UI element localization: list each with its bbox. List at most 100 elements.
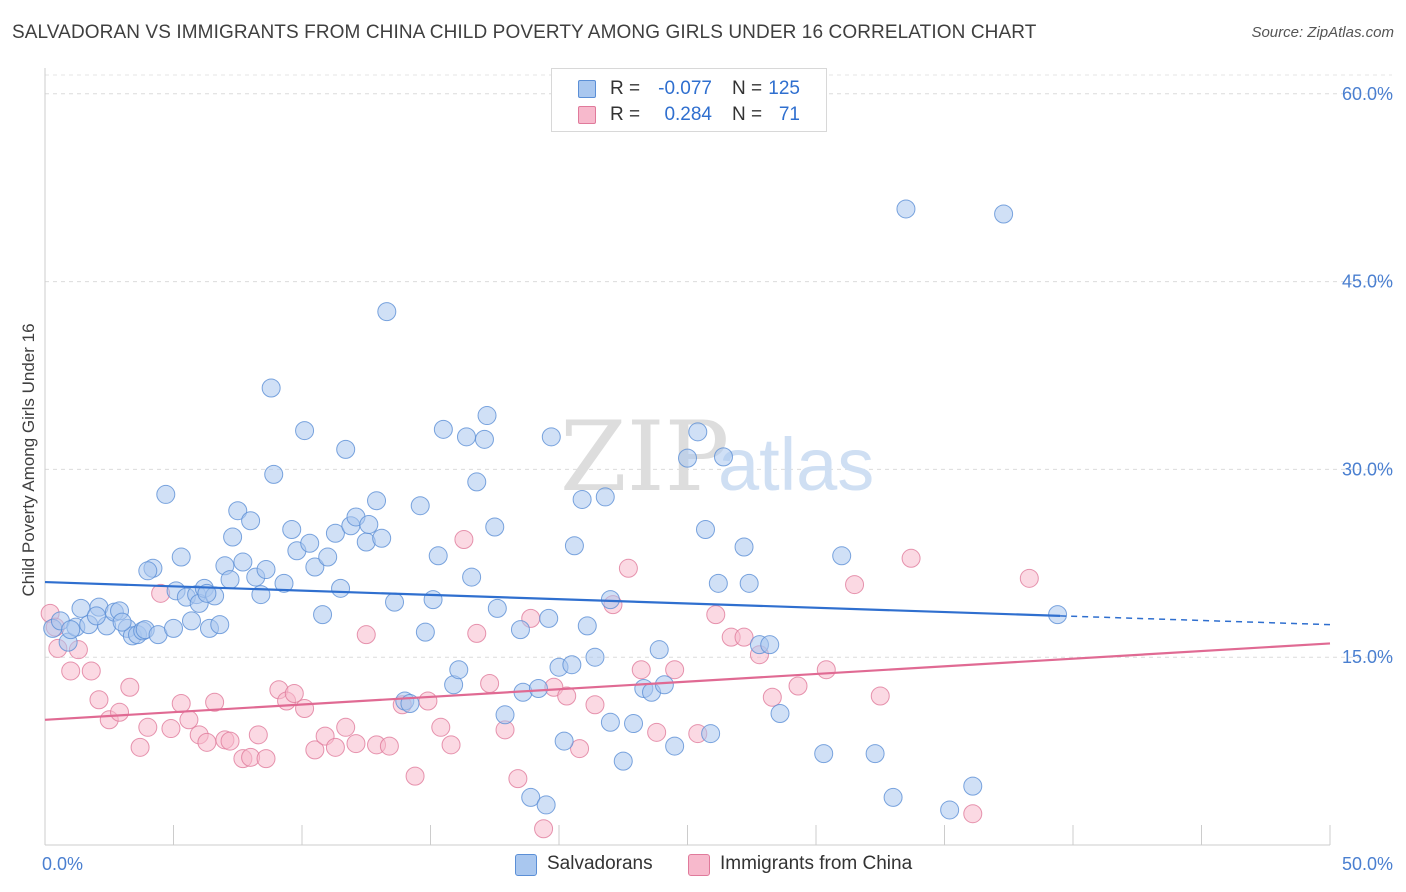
- legend-n-label: N =: [732, 78, 763, 99]
- salvadoran-point: [241, 511, 261, 531]
- legend-swatch-salvadorans: [515, 854, 537, 876]
- china-point: [467, 623, 487, 643]
- source-credit: Source: ZipAtlas.com: [1251, 24, 1394, 41]
- legend-swatch-pink: [578, 106, 596, 124]
- x-tick-label-min: 0.0%: [42, 854, 83, 874]
- china-point: [762, 687, 782, 707]
- salvadoran-point: [462, 567, 482, 587]
- salvadoran-point: [385, 592, 405, 612]
- salvadoran-point: [197, 583, 217, 603]
- china-point: [585, 695, 605, 715]
- china-point: [534, 819, 554, 839]
- salvadoran-point: [649, 640, 669, 660]
- salvadoran-point: [305, 557, 325, 577]
- y-tick-label: 60.0%: [1342, 84, 1393, 104]
- salvadoran-point: [156, 484, 176, 504]
- salvadoran-point: [449, 660, 469, 680]
- china-point: [647, 722, 667, 742]
- salvadoran-point: [112, 612, 132, 632]
- china-point: [120, 677, 140, 697]
- salvadoran-point: [428, 546, 448, 566]
- salvadoran-point: [181, 611, 201, 631]
- x-tick-label-max: 50.0%: [1342, 854, 1393, 874]
- salvadoran-point: [832, 546, 852, 566]
- legend-r-label: R =: [610, 78, 641, 99]
- salvadoran-point: [528, 678, 548, 698]
- salvadoran-point: [624, 714, 644, 734]
- salvadoran-point: [814, 744, 834, 764]
- china-point: [570, 739, 590, 759]
- salvadoran-point: [521, 787, 541, 807]
- salvadoran-point: [487, 598, 507, 618]
- salvadoran-point: [367, 491, 387, 511]
- china-point: [161, 719, 181, 739]
- salvadoran-point: [734, 537, 754, 557]
- china-point: [508, 769, 528, 789]
- china-point: [220, 731, 240, 751]
- salvadoran-point: [261, 378, 281, 398]
- salvadoran-point: [495, 705, 515, 725]
- salvadoran-point: [595, 487, 615, 507]
- salvadoran-point: [433, 419, 453, 439]
- salvadoran-point: [541, 427, 561, 447]
- correlation-legend: R = -0.077 N = 125 R = 0.284 N = 71: [551, 68, 827, 132]
- china-point: [89, 690, 109, 710]
- china-point: [963, 804, 983, 824]
- salvadoran-point: [562, 655, 582, 675]
- salvadoran-point: [554, 731, 574, 751]
- chart-title: SALVADORAN VS IMMIGRANTS FROM CHINA CHIL…: [12, 22, 1037, 43]
- salvadoran-point: [423, 590, 443, 610]
- salvadoran-point: [613, 751, 633, 771]
- legend-label-china: Immigrants from China: [720, 853, 913, 874]
- china-point: [205, 692, 225, 712]
- salvadoran-point: [760, 635, 780, 655]
- tick-labels: 15.0% 30.0% 45.0% 60.0% 0.0% 50.0%: [42, 84, 1393, 874]
- salvadoran-point: [282, 519, 302, 539]
- china-point: [130, 737, 150, 757]
- trend-lines: [44, 580, 1331, 721]
- salvadoran-point: [331, 578, 351, 598]
- china-point: [431, 717, 451, 737]
- salvadoran-point: [896, 199, 916, 219]
- salvadoran-point: [665, 736, 685, 756]
- salvadoran-point: [223, 527, 243, 547]
- salvadoran-point: [963, 776, 983, 796]
- salvadoran-point: [274, 573, 294, 593]
- salvadoran-point: [467, 472, 487, 492]
- salvadoran-point: [61, 620, 81, 640]
- legend-n-value: 125: [768, 78, 800, 99]
- salvadoran-point: [577, 616, 597, 636]
- watermark-atlas: atlas: [718, 423, 874, 506]
- china-point: [788, 676, 808, 696]
- series-legend: Salvadorans Immigrants from China: [0, 852, 1406, 878]
- salvadoran-point: [477, 406, 497, 426]
- legend-n-label: N =: [732, 104, 763, 125]
- salvadoran-point: [456, 427, 476, 447]
- salvadoran-point: [295, 421, 315, 441]
- salvadoran-point: [539, 608, 559, 628]
- salvadoran-point: [940, 800, 960, 820]
- salvadoran-point: [536, 795, 556, 815]
- china-point: [110, 702, 130, 722]
- legend-label-salvadorans: Salvadorans: [547, 853, 653, 874]
- salvadoran-point: [264, 464, 284, 484]
- china-point: [405, 766, 425, 786]
- legend-swatch-china: [688, 854, 710, 876]
- legend-r-value: 0.284: [664, 104, 712, 125]
- china-point: [256, 749, 276, 769]
- china-point: [248, 725, 268, 745]
- salvadoran-point: [233, 552, 253, 572]
- salvadoran-point: [318, 547, 338, 567]
- salvadoran-point: [994, 204, 1014, 224]
- salvadoran-point: [654, 675, 674, 695]
- china-point: [1019, 568, 1039, 588]
- salvadoran-point: [688, 422, 708, 442]
- salvadoran-point: [564, 536, 584, 556]
- salvadoran-point: [410, 496, 430, 516]
- legend-swatch-blue: [578, 80, 596, 98]
- y-tick-label: 15.0%: [1342, 647, 1393, 667]
- salvadoran-point: [220, 570, 240, 590]
- legend-row-china: R = 0.284 N = 71: [552, 103, 826, 127]
- legend-n-value: 71: [778, 104, 800, 125]
